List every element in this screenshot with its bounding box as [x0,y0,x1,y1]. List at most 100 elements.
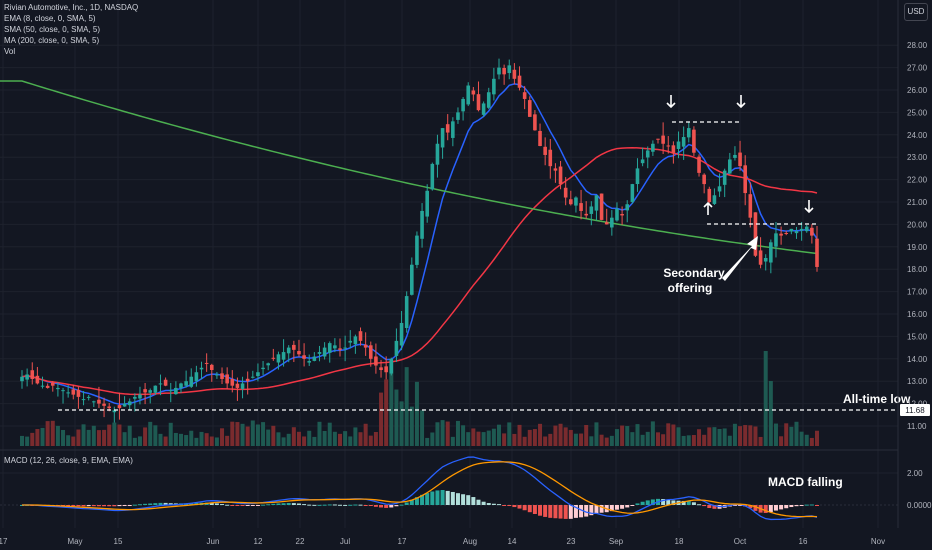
macd-histogram-bar [76,505,81,507]
y-tick-label: 16.00 [907,310,928,319]
macd-histogram-bar [568,505,573,519]
volume-bar [332,431,337,446]
macd-histogram-bar [425,493,430,505]
volume-bar [50,420,55,446]
candle-body [645,150,650,158]
macd-histogram-bar [86,505,91,507]
candle-body [302,355,306,359]
volume-bar [512,433,517,446]
volume-bar [743,425,748,446]
candle-body [717,186,722,192]
volume-bar [517,424,522,446]
volume-bar [548,433,553,446]
volume-bar [358,432,363,446]
macd-histogram-bar [430,491,435,505]
macd-histogram-bar [389,505,394,508]
x-tick-label: 23 [567,537,576,546]
candle-body [35,375,40,384]
volume-bar [163,436,168,446]
macd-histogram-bar [738,505,743,506]
candle-body [661,135,665,144]
macd-tick-label: 0.0000 [907,501,932,510]
volume-bar [732,423,737,446]
candle-body [481,103,486,115]
candle-body [538,130,542,146]
volume-bar [132,437,137,446]
annotation-all-time-low: All-time low [843,392,911,406]
candle-body [599,193,604,220]
legend-ma200: MA (200, close, 0, SMA, 5) [4,36,100,45]
macd-histogram-bar [768,505,773,513]
volume-bar [384,379,389,446]
volume-bar [712,427,717,446]
volume-bar [379,392,384,446]
macd-histogram-bar [681,500,686,505]
candle-body [697,156,701,173]
candle-body [25,374,29,380]
volume-bar [748,425,753,446]
candle-body [456,112,460,120]
volume-bar [491,428,496,446]
candle-body [56,387,60,390]
volume-bar [296,431,301,446]
volume-bar [173,432,178,446]
macd-histogram-bar [773,505,778,511]
volume-bar [717,428,722,446]
macd-histogram-bar [225,504,230,506]
macd-histogram-bar [455,493,460,505]
candle-body [753,212,758,256]
candle-body [486,92,491,108]
volume-bar [630,432,635,446]
candle-body [563,187,568,198]
candle-body [702,174,706,185]
x-tick-label: Sep [609,537,624,546]
macd-histogram-bar [712,505,717,509]
x-tick-label: Oct [734,537,747,546]
volume-bar [691,435,696,446]
volume-bar [661,434,666,446]
y-tick-label: 11.00 [907,422,927,431]
ma200-line [0,80,818,255]
candle-body [686,128,691,138]
annotation-offering: offering [668,281,713,295]
legend-vol: Vol [4,47,16,56]
currency-button[interactable]: USD [904,3,928,21]
volume-bar [507,422,512,446]
y-tick-label: 21.00 [907,198,928,207]
x-tick-label: 14 [508,537,517,546]
volume-bar [35,429,40,446]
macd-histogram-bar [753,505,758,511]
candle-body [722,170,727,185]
candle-body [276,354,281,363]
candle-body [676,141,681,149]
macd-histogram-bar [235,505,240,506]
candle-body [815,238,819,267]
macd-histogram-bar [697,504,702,506]
volume-bar [702,434,707,446]
macd-histogram-bar [476,499,481,505]
volume-bar [558,423,563,446]
candle-body [251,376,255,378]
x-tick-label: 18 [675,537,684,546]
candle-body [184,381,188,386]
candle-body [363,344,368,348]
volume-bar [414,381,419,446]
candle-body [297,351,301,355]
candle-body [789,228,794,232]
volume-bar [250,420,255,446]
candle-body [610,217,614,228]
macd-histogram-bar [445,490,450,505]
macd-histogram-bar [343,504,348,506]
candle-body [394,340,399,356]
volume-bar [543,436,548,446]
macd-histogram-bar [214,503,219,505]
candle-body [66,392,70,394]
candle-body [666,145,671,147]
volume-bar [681,435,686,446]
volume-bar [240,423,245,446]
candle-body [415,235,419,265]
candle-body [97,399,101,404]
candle-body [779,233,783,236]
volume-bar [148,421,153,446]
